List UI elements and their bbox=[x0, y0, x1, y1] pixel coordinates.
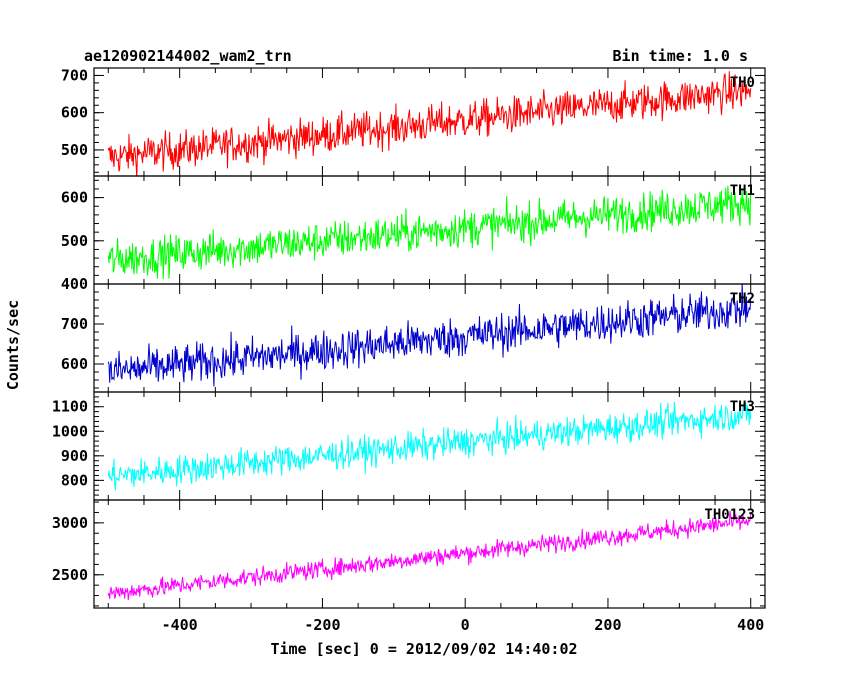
y-tick-label: 2500 bbox=[52, 566, 88, 584]
y-tick-label: 400 bbox=[61, 275, 88, 293]
panel-label: TH0123 bbox=[704, 507, 755, 523]
y-tick-label: 600 bbox=[61, 355, 88, 373]
x-tick-label: 0 bbox=[461, 616, 470, 634]
x-tick-label: -200 bbox=[304, 616, 340, 634]
panel-th0: 500 600 700 TH0 bbox=[61, 66, 766, 177]
x-axis: -400 -200 0 200 400 bbox=[162, 616, 765, 634]
panel-label: TH2 bbox=[730, 291, 755, 307]
panel-label: TH0 bbox=[730, 75, 755, 91]
panels: 500 600 700 TH0 400 500 600 TH1 600 700 TH2 800 900 1… bbox=[52, 66, 766, 609]
x-tick-label: 200 bbox=[594, 616, 621, 634]
y-tick-label: 700 bbox=[61, 315, 88, 333]
y-axis-label: Counts/sec bbox=[4, 300, 22, 390]
y-tick-label: 800 bbox=[61, 471, 88, 489]
bin-time-label: Bin time: 1.0 s bbox=[613, 47, 748, 65]
series-th1 bbox=[107, 185, 752, 280]
series-th2 bbox=[107, 284, 752, 387]
y-tick-label: 500 bbox=[61, 141, 88, 159]
series-th0123 bbox=[107, 510, 752, 601]
y-tick-label: 700 bbox=[61, 66, 88, 84]
y-tick-label: 600 bbox=[61, 189, 88, 207]
panel-th0123: 2500 3000 TH0123 bbox=[52, 499, 766, 609]
panel-th2: 600 700 TH2 bbox=[61, 283, 766, 393]
panel-label: TH3 bbox=[730, 399, 755, 415]
x-tick-label: -400 bbox=[162, 616, 198, 634]
y-tick-label: 500 bbox=[61, 232, 88, 250]
y-tick-label: 1100 bbox=[52, 398, 88, 416]
panel-label: TH1 bbox=[730, 183, 755, 199]
y-tick-label: 3000 bbox=[52, 514, 88, 532]
x-tick-label: 400 bbox=[737, 616, 764, 634]
panel-th1: 400 500 600 TH1 bbox=[61, 175, 766, 293]
chart-title: ae120902144002_wam2_trn bbox=[84, 47, 292, 65]
panel-th3: 800 900 1000 1100 TH3 bbox=[52, 391, 766, 501]
series-th0 bbox=[107, 71, 752, 176]
y-tick-label: 900 bbox=[61, 447, 88, 465]
x-axis-label: Time [sec] 0 = 2012/09/02 14:40:02 bbox=[270, 640, 577, 658]
y-tick-label: 600 bbox=[61, 104, 88, 122]
panel-frame bbox=[93, 391, 766, 501]
y-tick-label: 1000 bbox=[52, 422, 88, 440]
series-th3 bbox=[107, 401, 752, 491]
